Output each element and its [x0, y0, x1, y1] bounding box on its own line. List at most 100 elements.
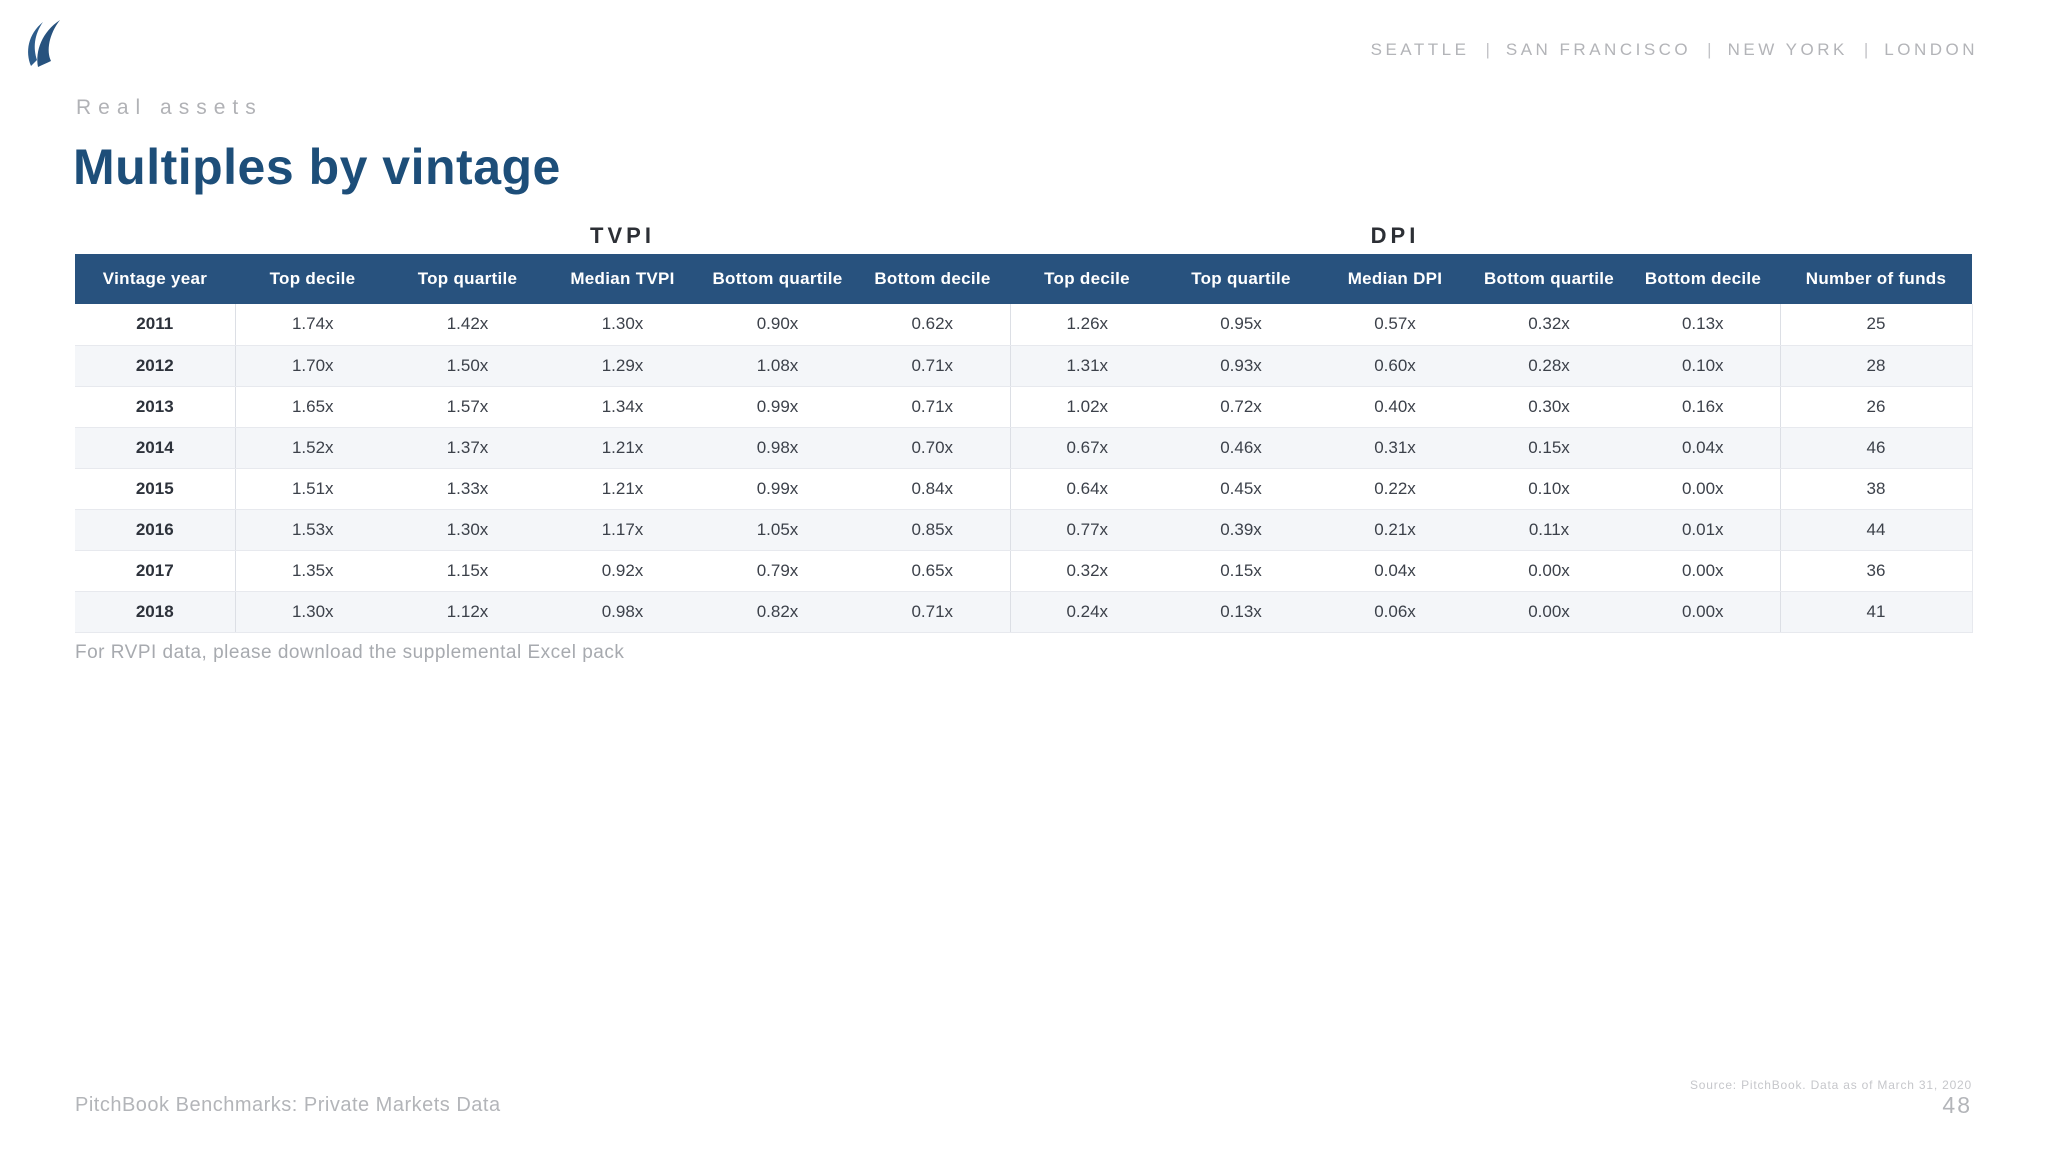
value-cell: 0.31x [1318, 427, 1472, 469]
tvpi-group-header: TVPI [590, 223, 655, 248]
column-header: Vintage year [75, 254, 235, 304]
value-cell: 44 [1779, 509, 1973, 551]
value-cell: 0.30x [1472, 386, 1626, 428]
table-row: 2014 1.52x 1.37x 1.21x 0.98x 0.70x 0.67x 0.46x 0… [75, 427, 1973, 469]
value-cell: 0.77x [1009, 509, 1164, 551]
value-cell: 0.90x [700, 304, 855, 346]
table-header-row: Vintage year Top decile Top quartile Median… [75, 254, 1972, 304]
footer-report-name: PitchBook Benchmarks: Private Markets Da… [75, 1094, 501, 1116]
column-group-headers: TVPI DPI [75, 224, 1972, 254]
table-row: 2013 1.65x 1.57x 1.34x 0.99x 0.71x 1.02x 0.72x 0… [75, 386, 1973, 428]
value-cell: 0.11x [1472, 509, 1626, 551]
vintage-year-cell: 2013 [75, 386, 235, 428]
value-cell: 36 [1779, 550, 1973, 592]
value-cell: 1.33x [390, 468, 545, 510]
value-cell: 0.67x [1009, 427, 1164, 469]
dpi-group-header: DPI [1370, 223, 1420, 248]
value-cell: 1.37x [390, 427, 545, 469]
value-cell: 1.51x [234, 468, 390, 510]
value-cell: 0.13x [1626, 304, 1780, 346]
multiples-table-section: TVPI DPI Vintage year Top decile Top quart… [75, 224, 1973, 664]
value-cell: 0.92x [545, 550, 700, 592]
city-seattle: SEATTLE [1370, 40, 1470, 59]
city-separator: | [1863, 40, 1869, 59]
value-cell: 1.21x [545, 427, 700, 469]
vintage-year-cell: 2015 [75, 468, 235, 510]
value-cell: 25 [1779, 304, 1973, 346]
value-cell: 0.72x [1164, 386, 1318, 428]
value-cell: 0.95x [1164, 304, 1318, 346]
vintage-year-cell: 2014 [75, 427, 235, 469]
value-cell: 1.65x [234, 386, 390, 428]
value-cell: 0.45x [1164, 468, 1318, 510]
city-san-francisco: SAN FRANCISCO [1505, 40, 1692, 59]
column-header: Top decile [1010, 254, 1164, 304]
value-cell: 0.71x [855, 591, 1010, 633]
column-header: Top quartile [1164, 254, 1318, 304]
table-row: 2015 1.51x 1.33x 1.21x 0.99x 0.84x 0.64x 0.45x 0… [75, 468, 1973, 510]
value-cell: 0.79x [700, 550, 855, 592]
value-cell: 0.13x [1164, 591, 1318, 633]
value-cell: 1.50x [390, 345, 545, 387]
value-cell: 0.98x [700, 427, 855, 469]
value-cell: 1.12x [390, 591, 545, 633]
value-cell: 1.74x [234, 304, 390, 346]
value-cell: 26 [1779, 386, 1973, 428]
value-cell: 0.28x [1472, 345, 1626, 387]
vintage-year-cell: 2011 [75, 304, 235, 346]
value-cell: 1.53x [234, 509, 390, 551]
section-eyebrow: Real assets [76, 96, 263, 119]
value-cell: 38 [1779, 468, 1973, 510]
footer-page-number: 48 [1942, 1092, 1972, 1118]
value-cell: 0.71x [855, 386, 1010, 428]
value-cell: 0.98x [545, 591, 700, 633]
value-cell: 1.08x [700, 345, 855, 387]
value-cell: 0.57x [1318, 304, 1472, 346]
table-row: 2011 1.74x 1.42x 1.30x 0.90x 0.62x 1.26x 0.95x 0… [75, 304, 1973, 346]
value-cell: 0.85x [855, 509, 1010, 551]
value-cell: 0.10x [1472, 468, 1626, 510]
multiples-table: Vintage year Top decile Top quartile Median… [75, 254, 1973, 633]
value-cell: 0.32x [1472, 304, 1626, 346]
column-header: Bottom quartile [700, 254, 855, 304]
value-cell: 0.93x [1164, 345, 1318, 387]
value-cell: 0.00x [1472, 550, 1626, 592]
value-cell: 1.05x [700, 509, 855, 551]
value-cell: 0.40x [1318, 386, 1472, 428]
column-header: Bottom decile [855, 254, 1010, 304]
city-separator: | [1485, 40, 1490, 59]
city-london: LONDON [1884, 40, 1978, 59]
value-cell: 0.04x [1626, 427, 1780, 469]
value-cell: 0.65x [855, 550, 1010, 592]
value-cell: 0.04x [1318, 550, 1472, 592]
value-cell: 0.00x [1626, 468, 1780, 510]
city-new-york: NEW YORK [1727, 40, 1848, 59]
value-cell: 1.17x [545, 509, 700, 551]
value-cell: 1.21x [545, 468, 700, 510]
rvpi-note: For RVPI data, please download the suppl… [75, 641, 625, 663]
value-cell: 0.22x [1318, 468, 1472, 510]
group-spacer [75, 224, 235, 254]
value-cell: 0.15x [1164, 550, 1318, 592]
table-row: 2016 1.53x 1.30x 1.17x 1.05x 0.85x 0.77x 0.39x 0… [75, 509, 1973, 551]
table-row: 2012 1.70x 1.50x 1.29x 1.08x 0.71x 1.31x 0.93x 0… [75, 345, 1973, 387]
value-cell: 0.46x [1164, 427, 1318, 469]
value-cell: 0.99x [700, 386, 855, 428]
value-cell: 41 [1779, 591, 1973, 633]
vintage-year-cell: 2017 [75, 550, 235, 592]
column-header: Median TVPI [545, 254, 700, 304]
value-cell: 0.70x [855, 427, 1010, 469]
column-header: Top quartile [390, 254, 545, 304]
table-row: 2017 1.35x 1.15x 0.92x 0.79x 0.65x 0.32x 0.15x 0… [75, 550, 1973, 592]
value-cell: 0.60x [1318, 345, 1472, 387]
value-cell: 46 [1779, 427, 1973, 469]
value-cell: 0.39x [1164, 509, 1318, 551]
value-cell: 1.26x [1009, 304, 1164, 346]
value-cell: 0.62x [855, 304, 1010, 346]
column-header: Bottom quartile [1472, 254, 1626, 304]
table-body: 2011 1.74x 1.42x 1.30x 0.90x 0.62x 1.26x 0.95x 0… [75, 304, 1973, 633]
value-cell: 1.52x [234, 427, 390, 469]
office-locations: SEATTLE | SAN FRANCISCO | NEW YORK | LON… [1371, 40, 1978, 60]
value-cell: 1.29x [545, 345, 700, 387]
